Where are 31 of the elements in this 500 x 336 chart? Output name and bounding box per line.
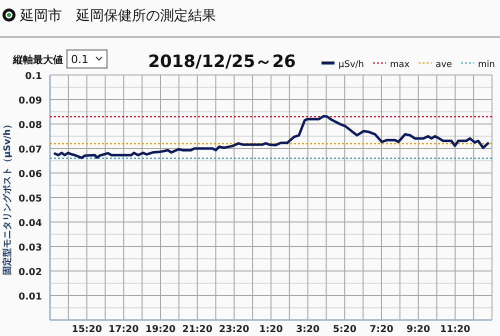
x-tick-label: 17:20 (108, 324, 140, 335)
x-tick-label: 9:20 (406, 324, 431, 335)
y-tick-label: 0.02 (18, 267, 42, 278)
y-tick-label: 0.01 (18, 292, 42, 302)
line-series (54, 114, 490, 160)
y-tick-label: 0.06 (18, 169, 42, 180)
y-tick-label: 0.08 (18, 120, 42, 131)
chart-title: 延岡市 延岡保健所の測定結果 (19, 8, 216, 24)
x-tick-label: 1:20 (259, 324, 284, 335)
x-tick-label: 7:20 (370, 324, 394, 335)
y-tick-label: 0.1 (25, 71, 42, 82)
x-tick-label: 21:20 (182, 324, 213, 335)
legend-label: min (478, 60, 495, 70)
chart-subtitle: 2018/12/25～26 (148, 52, 296, 72)
dropdown: 0.1 (66, 50, 108, 68)
x-tick-label: 19:20 (145, 324, 176, 335)
x-tick-label: 5:20 (332, 324, 357, 335)
y-tick-label: 0.07 (18, 144, 42, 156)
y-tick-label: 0.04 (18, 218, 42, 229)
x-tick-label: 11:20 (440, 324, 471, 335)
y-tick-label: 0.09 (18, 96, 42, 106)
x-tick-label: 23:20 (219, 324, 250, 335)
legend-label: max (390, 60, 410, 70)
x-tick-label: 15:20 (72, 324, 102, 335)
legend-label: μSv/h (338, 60, 364, 70)
y-tick-label: 0.03 (18, 242, 42, 254)
text: 縦軸最大値 (12, 54, 63, 66)
legend-label: ave (436, 60, 452, 70)
x-tick-label: 3:20 (296, 324, 320, 335)
y-tick-label: 0.05 (18, 194, 42, 204)
y-axis-title: 固定型モニタリングポスト（μSv/h） (2, 120, 13, 275)
